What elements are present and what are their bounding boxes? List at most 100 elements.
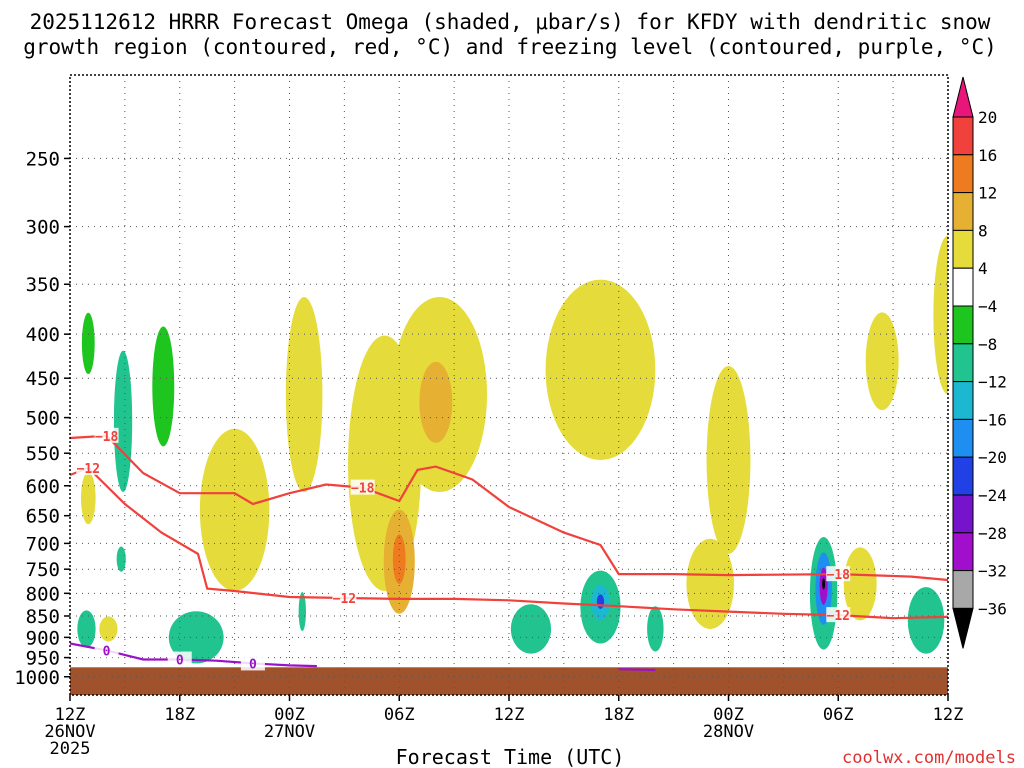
y-tick-label: 600 [26,476,60,498]
colorbar-swatch [952,532,974,572]
colorbar-label: −32 [978,562,1007,581]
colorbar-label: −36 [978,599,1007,618]
contour-label: 0 [103,644,111,659]
chart-title-line-2: growth region (contoured, red, °C) and f… [23,35,997,59]
colorbar-swatch [952,267,974,307]
contour-dgz-top-18 [70,434,948,582]
y-tick-label: 750 [26,559,60,581]
omega-region [907,587,945,654]
contour-label: −12 [77,462,100,477]
omega-region [647,606,664,652]
omega-region [285,296,323,492]
omega-region [545,279,656,460]
omega-region [298,592,306,632]
colorbar-label: 20 [978,108,997,127]
y-tick-label: 250 [26,148,60,170]
contour-label-bg [332,589,357,605]
omega-region [116,546,126,572]
colorbar-swatch [952,116,974,156]
contour-dgz-bottom-12 [70,466,948,620]
contour-label: −18 [351,482,375,497]
temperature-contours: −18 −18 −18 −12 −12 −12 0 0 0 [70,427,948,672]
contour-label: −18 [95,430,119,445]
omega-region [822,578,826,590]
omega-region [80,471,96,525]
contour-label-bg [826,566,851,582]
omega-region [843,547,877,621]
grid-lines [70,75,948,695]
colorbar-swatch [952,456,974,496]
colorbar-top-arrow [952,76,974,118]
y-tick-label: 900 [26,627,60,649]
x-tick-year: 2025 [50,739,91,759]
omega-region [865,312,899,411]
x-tick-date: 28NOV [703,722,754,742]
y-tick-label: 700 [26,533,60,555]
y-axis: 2503003504004505005506006507007508008509… [14,148,70,689]
x-axis-label: Forecast Time (UTC) [396,745,625,768]
contour-label-bg [94,427,119,443]
x-tick-label: 06Z [384,705,415,725]
y-tick-label: 800 [26,583,60,605]
colorbar-bottom-arrow [952,607,974,649]
colorbar-label: 12 [978,184,997,203]
omega-region [81,312,95,375]
omega-region [152,326,175,447]
contour-label: −18 [827,568,851,583]
y-tick-label: 650 [26,506,60,528]
contour-label-bg [94,642,119,658]
x-tick-label: 00Z [713,705,744,725]
contour-label: −12 [827,609,850,624]
colorbar-label: −16 [978,410,1007,429]
x-tick-label: 06Z [823,705,854,725]
colorbar-label: −20 [978,448,1007,467]
x-tick-label: 12Z [55,705,86,725]
y-tick-label: 550 [26,443,60,465]
y-tick-label: 400 [26,324,60,346]
x-tick-label: 12Z [933,705,964,725]
colorbar-swatch [952,305,974,345]
omega-region [419,361,453,443]
credit-text: coolwx.com/models [842,748,1016,768]
contour-label-bg [167,651,192,667]
y-tick-label: 500 [26,408,60,430]
x-tick-label: 00Z [274,705,305,725]
omega-region [392,534,406,584]
contour-label: −12 [333,592,356,607]
contour-label: 0 [176,654,184,669]
contour-label-bg [350,479,375,495]
colorbar-swatch [952,229,974,269]
colorbar-label: 4 [978,259,988,278]
colorbar-label: −8 [978,335,997,354]
omega-region [510,604,552,654]
y-tick-label: 300 [26,217,60,239]
omega-region [199,428,270,591]
x-tick-label: 12Z [494,705,525,725]
x-tick-date: 27NOV [264,722,315,742]
omega-region [596,594,605,609]
colorbar: 20 16 12 8 4 −4 −8 −12 −16 −20 −24 −28 −32 −36 [952,76,1007,649]
contour-freezing-small [618,668,656,672]
omega-region [77,610,96,648]
chart-title-line-1: 2025112612 HRRR Forecast Omega (shaded, … [30,10,991,34]
colorbar-swatch [952,418,974,458]
colorbar-swatch [952,381,974,420]
colorbar-label: −24 [978,486,1007,505]
contour-label: 0 [249,657,257,672]
colorbar-swatch [952,570,974,609]
colorbar-swatch [952,154,974,194]
omega-region [113,350,133,492]
contour-label-bg [826,607,851,623]
x-tick-label: 18Z [164,705,195,725]
colorbar-swatch [952,192,974,231]
y-tick-label: 1000 [14,667,60,689]
x-tick-label: 18Z [603,705,634,725]
colorbar-label: 16 [978,146,997,165]
omega-region [933,235,948,395]
y-tick-label: 950 [26,648,60,670]
colorbar-label: −12 [978,373,1007,392]
colorbar-swatch [952,343,974,383]
y-tick-label: 350 [26,274,60,296]
